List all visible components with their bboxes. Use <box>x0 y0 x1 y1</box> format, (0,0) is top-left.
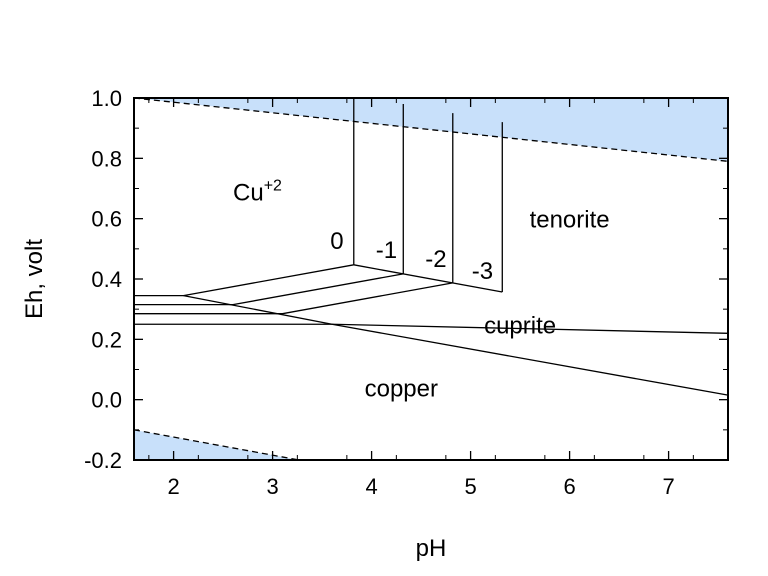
y-tick-label: 0.8 <box>91 146 122 171</box>
boundary-line-3 <box>134 264 354 297</box>
x-tick-label: 6 <box>563 474 575 499</box>
activity-label: -2 <box>425 246 446 273</box>
upper-water-instability-region <box>134 98 728 162</box>
y-tick-label: 0.6 <box>91 207 122 232</box>
axis-ticks: 2 3 4 5 6 7 -0.2 0.0 0.2 0.4 0.6 0.8 1.0 <box>84 86 728 499</box>
lower-water-line <box>134 429 303 460</box>
y-tick-label: 1.0 <box>91 86 122 111</box>
phase-boundary-lines <box>134 98 729 396</box>
boundary-line-4 <box>134 273 404 306</box>
x-tick-label: 4 <box>365 474 377 499</box>
region-label-cu: Cu+2 <box>233 178 282 207</box>
y-tick-label: 0.4 <box>91 267 122 292</box>
y-tick-label: 0.2 <box>91 327 122 352</box>
water-stability-regions <box>134 98 728 460</box>
activity-label: -3 <box>472 258 493 285</box>
lower-water-instability-region <box>134 429 728 460</box>
x-tick-label: 2 <box>167 474 179 499</box>
region-label-copper: copper <box>365 376 438 403</box>
boundary-line-7 <box>353 264 503 293</box>
boundary-line-2 <box>331 323 729 334</box>
x-axis-title: pH <box>416 535 447 562</box>
y-tick-label: 0.0 <box>91 388 122 413</box>
boundary-line-5 <box>134 282 453 315</box>
charge-superscript: +2 <box>264 178 282 195</box>
region-label-cuprite: cuprite <box>484 312 556 339</box>
x-tick-label: 3 <box>266 474 278 499</box>
boundary-line-6 <box>183 294 333 325</box>
y-tick-label: -0.2 <box>84 448 122 473</box>
region-label-tenorite: tenorite <box>530 207 610 234</box>
region-annotations: Cu+2 tenorite cuprite copper 0 -1 -2 -3 <box>233 178 610 403</box>
activity-label: 0 <box>330 228 343 255</box>
x-tick-label: 5 <box>464 474 476 499</box>
activity-label: -1 <box>376 237 397 264</box>
x-tick-label: 7 <box>662 474 674 499</box>
y-axis-title: Eh, volt <box>21 239 48 319</box>
